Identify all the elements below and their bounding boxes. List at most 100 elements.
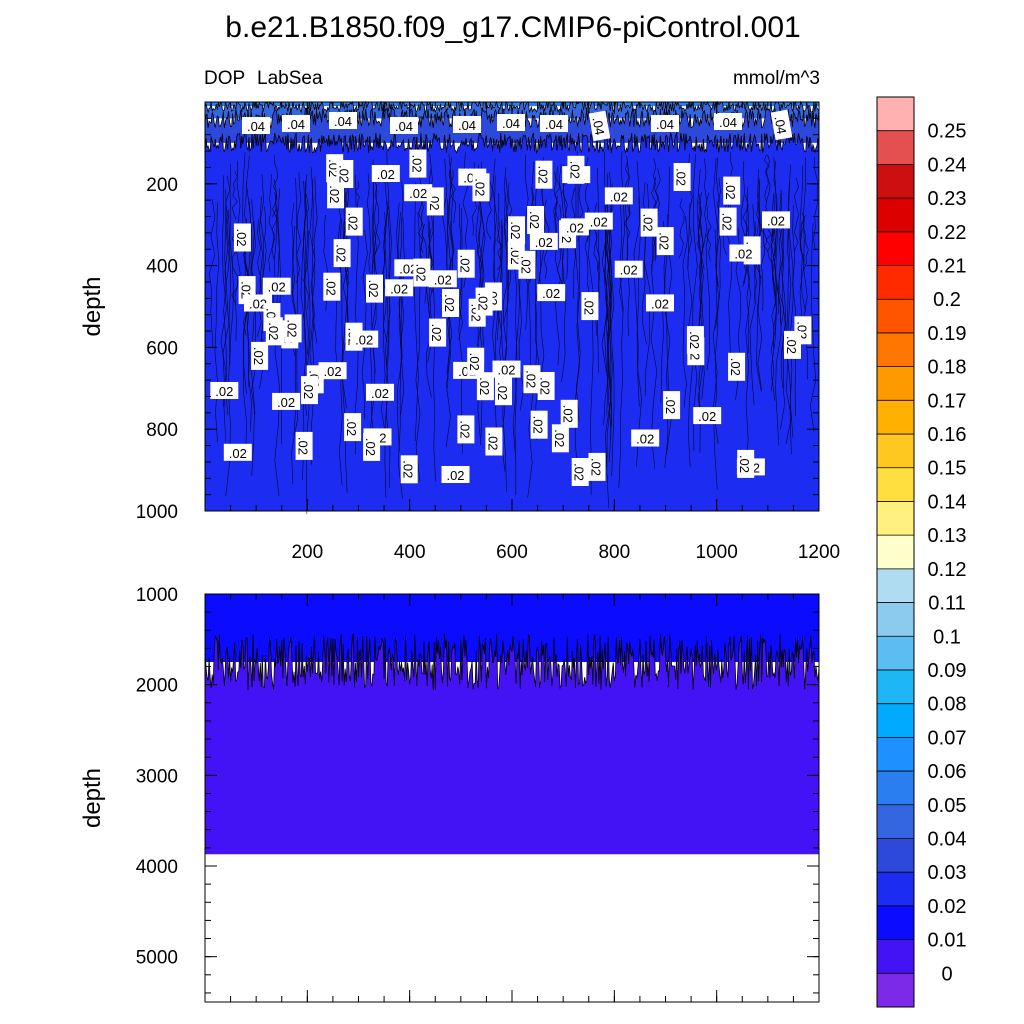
colorbar-swatch [877,265,914,300]
colorbar-label: 0.09 [928,660,967,682]
colorbar-swatch [877,130,914,165]
colorbar-swatch [877,299,914,334]
contour-label-box [646,294,674,312]
contour-label: .02 [272,392,301,410]
contour-line [250,221,257,415]
colorbar-label: 0.22 [928,222,967,244]
contour-label-text: .02 [429,324,444,342]
x-tick-label: 600 [496,542,528,563]
contour-label-box [693,407,722,425]
contour-label: .02 [265,317,283,346]
contour-label-text: .02 [663,396,678,414]
contour-label-box [457,249,475,278]
contour-line [697,201,702,250]
variable-label: DOP [204,68,245,89]
contour-label: .02 [571,458,589,486]
contour-line [771,221,777,330]
colorbar-label: 0.21 [928,256,967,278]
contour-line [491,158,497,393]
contour-label-text: .02 [399,261,417,276]
contour-line [773,160,779,315]
contour-label-text: .02 [334,244,349,262]
contour-label-text: .02 [371,386,389,401]
colorbar-swatch [877,872,914,907]
colorbar-label: 0 [941,963,952,985]
contour-line [415,212,421,482]
contour-label-text: .02 [266,322,281,340]
contour-label: .02 [529,232,558,250]
contour-label-box [497,114,525,131]
contour-label: .02 [560,218,589,236]
contour-label-box [673,163,691,191]
contour-label-text: .02 [566,220,584,235]
y-tick-label: 1000 [136,585,178,606]
contour-label-box [728,352,746,381]
contour-label-box [518,250,536,279]
contour-label: .02 [737,449,755,478]
contour-line [756,169,762,392]
contour-line [603,227,610,425]
colorbar-swatch [877,97,914,131]
contour-label-text: .02 [561,405,576,423]
contour-line [609,199,615,476]
contour-line [692,154,698,452]
contour-label-text: .02 [723,182,738,200]
contour-label-box [551,424,569,453]
contour-line [251,199,256,476]
contour-label: .02 [472,173,490,202]
contour-label: .02 [581,292,599,321]
colorbar-label: 0.24 [928,154,967,176]
contour-label-box [729,244,758,262]
contour-label: .02 [301,376,318,405]
contour-label-text: .02 [458,255,473,273]
colorbar-swatch [877,703,914,738]
colorbar-swatch [877,366,914,401]
contour-label-text: .02 [538,377,553,395]
contour-line [296,172,302,283]
colorbar-label: 0.11 [928,593,965,615]
contour-line [291,226,298,485]
colorbar-swatch [877,400,914,435]
contour-line [208,198,216,348]
contour-label-box [560,218,589,236]
contour-label: .04 [453,116,481,133]
contour-label: .02 [476,372,494,401]
contour-label-box [535,160,553,189]
contour-label: .02 [244,294,272,312]
contour-label: .02 [719,207,737,236]
contour-line [445,199,451,448]
colorbar-label: 0.23 [928,188,967,210]
contour-line [715,157,721,329]
colorbar-label: 0.1 [933,626,961,648]
colorbar-label: 0.25 [928,121,967,143]
contour-label: .04 [714,113,742,130]
contour-label-box [476,372,494,401]
contour-line [383,151,390,367]
contour-label: .02 [428,270,457,288]
contour-label-text: .02 [363,438,378,456]
contour-label: .02 [663,391,681,420]
contour-label-box [508,216,526,245]
contour-label-box [614,260,643,278]
contour-label-box [581,292,599,321]
contour-line [607,212,612,463]
contour-line [775,224,782,446]
contour-line [303,193,309,310]
contour-label-box [223,443,252,461]
contour-label-box [588,110,611,142]
colorbar-swatch [877,905,914,940]
contour-label: .02 [646,294,674,312]
y-tick-label: 3000 [136,766,178,787]
colorbar-label: 0.18 [928,357,967,379]
contour-label-text: .02 [720,213,735,231]
contour-line [764,154,770,202]
contour-line [682,215,688,408]
y-tick-label: 800 [146,420,178,441]
contour-label-box [523,365,541,394]
contour-label-box [404,184,433,202]
contour-label: .02 [441,466,470,483]
units-label: mmol/m^3 [733,68,820,89]
contour-line [531,161,538,378]
y-tick-label: 1000 [136,502,178,523]
contour-label-text: .02 [390,281,408,296]
